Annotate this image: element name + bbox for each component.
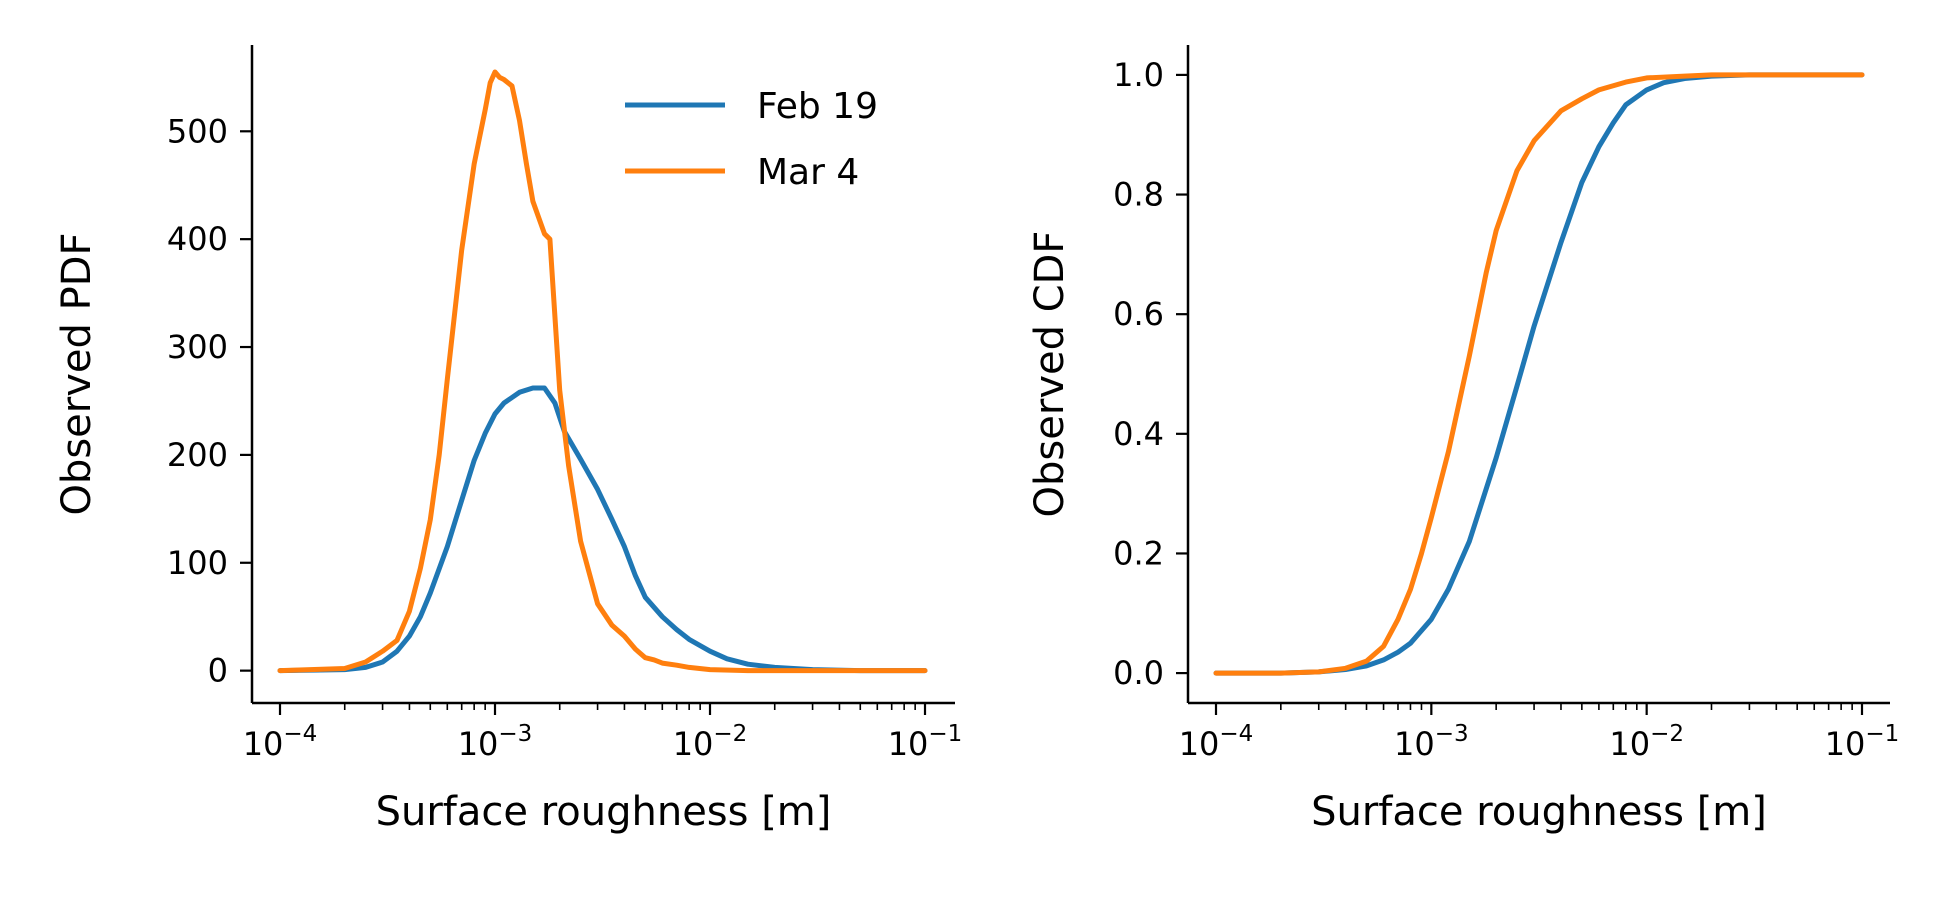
y-tick-label: 0.0 — [1113, 654, 1164, 692]
x-tick-label: 10−1 — [888, 721, 963, 763]
pdf-panel: 10−4 10−3 10−2 10−1 0 100 200 300 400 500 Surface … — [54, 45, 962, 835]
series-line-feb-19 — [277, 385, 928, 674]
y-tick-label: 0.6 — [1113, 295, 1164, 333]
y-tick-label: 0.2 — [1113, 534, 1164, 572]
x-tick-label: 10−1 — [1825, 721, 1900, 763]
y-tick-label: 0.8 — [1113, 176, 1164, 214]
y-axis-label: Observed PDF — [54, 232, 100, 515]
x-tick-label: 10−2 — [673, 721, 748, 763]
series-line-mar-4 — [1213, 72, 1865, 676]
y-tick-label: 1.0 — [1113, 56, 1164, 94]
y-tick-label: 300 — [167, 328, 228, 366]
y-axis-label: Observed CDF — [1027, 231, 1073, 518]
series-line-mar-4 — [277, 69, 928, 674]
x-axis-label: Surface roughness [m] — [1311, 789, 1767, 835]
x-tick-label: 10−4 — [243, 721, 318, 763]
y-tick-label: 0.4 — [1113, 415, 1164, 453]
x-tick-label: 10−3 — [458, 721, 533, 763]
legend: Feb 19 Mar 4 — [625, 86, 878, 193]
y-tick-label: 0 — [208, 652, 228, 690]
y-tick-label: 200 — [167, 436, 228, 474]
x-tick-label: 10−3 — [1394, 721, 1469, 763]
legend-label: Feb 19 — [757, 86, 878, 127]
x-tick-label: 10−4 — [1179, 721, 1254, 763]
x-tick-label: 10−2 — [1609, 721, 1684, 763]
y-tick-label: 500 — [167, 112, 228, 150]
cdf-panel: 10−4 10−3 10−2 10−1 0.0 0.2 0.4 0.6 0.8 1.0 Surfac… — [1027, 45, 1899, 835]
series-line-feb-19 — [1213, 72, 1865, 676]
legend-label: Mar 4 — [757, 152, 859, 193]
y-tick-label: 400 — [167, 220, 228, 258]
y-tick-label: 100 — [167, 544, 228, 582]
x-axis-label: Surface roughness [m] — [376, 789, 832, 835]
